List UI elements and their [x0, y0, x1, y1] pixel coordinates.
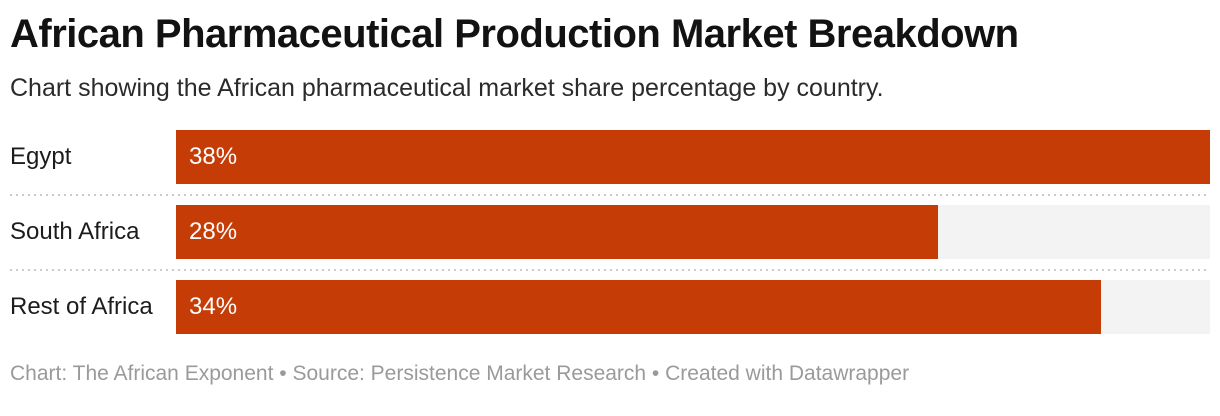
bar-track: 34%	[176, 280, 1210, 334]
bar-chart: Egypt 38% South Africa 28% Rest of Afric…	[10, 130, 1210, 334]
category-label-south-africa: South Africa	[10, 218, 140, 245]
chart-row: Egypt 38%	[10, 130, 1210, 184]
chart-title: African Pharmaceutical Production Market…	[10, 12, 1019, 56]
chart-credit-line: Chart: The African Exponent • Source: Pe…	[10, 362, 910, 385]
bar-value-label: 38%	[189, 143, 238, 170]
dotted-separator	[10, 259, 1210, 280]
bar-track: 28%	[176, 205, 1210, 259]
bar-rest-of-africa: 34%	[176, 280, 1102, 334]
bar-value-label: 34%	[189, 293, 238, 320]
category-label-egypt: Egypt	[10, 143, 72, 170]
chart-row: Rest of Africa 34%	[10, 280, 1210, 334]
bar-track: 38%	[176, 130, 1210, 184]
bar-egypt: 38%	[176, 130, 1210, 184]
bar-south-africa: 28%	[176, 205, 938, 259]
chart-row: South Africa 28%	[10, 205, 1210, 259]
chart-subtitle: Chart showing the African pharmaceutical…	[10, 74, 884, 102]
category-label-rest-of-africa: Rest of Africa	[10, 293, 153, 320]
dotted-separator	[10, 184, 1210, 205]
bar-value-label: 28%	[189, 218, 238, 245]
